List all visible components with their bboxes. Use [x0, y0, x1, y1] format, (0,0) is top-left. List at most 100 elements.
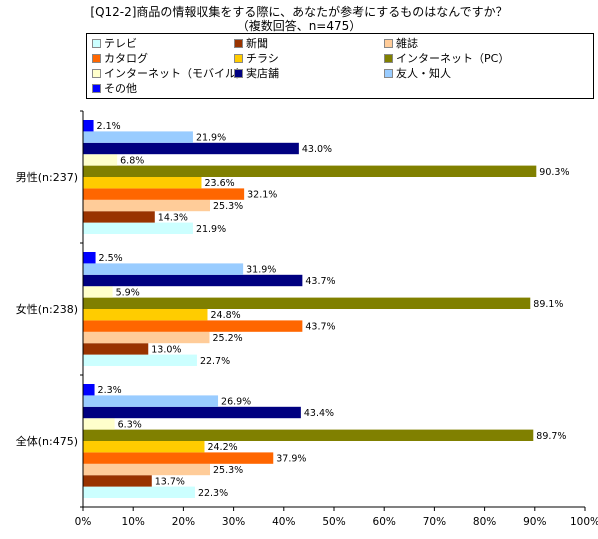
bar	[83, 429, 534, 441]
legend-label: 友人・知人	[396, 67, 451, 80]
bar	[83, 475, 152, 487]
x-tick-label: 70%	[423, 516, 446, 528]
bar	[83, 142, 299, 155]
bar	[83, 131, 193, 143]
chart-title-line: [Q12-2]商品の情報収集をする際に、あなたが参考にするものはなんですか？	[90, 5, 508, 19]
legend-swatch	[384, 39, 393, 48]
legend-label: 実店舗	[246, 67, 279, 80]
value-label: 2.5%	[99, 253, 123, 264]
bar	[83, 263, 244, 275]
bar	[83, 343, 149, 355]
bar	[83, 211, 155, 223]
legend-swatch	[92, 39, 101, 48]
bar	[83, 252, 96, 264]
value-label: 26.9%	[221, 397, 251, 408]
x-tick-label: 90%	[523, 516, 546, 528]
category-label: 女性(n:238)	[16, 302, 78, 316]
x-tick-label: 80%	[473, 516, 496, 528]
bar	[83, 331, 210, 344]
bar	[83, 395, 219, 407]
value-label: 23.6%	[204, 178, 234, 189]
value-label: 6.3%	[118, 419, 142, 430]
bar	[83, 354, 197, 366]
legend-swatch	[234, 69, 243, 78]
bar	[83, 297, 531, 309]
legend-label: インターネット（モバイル）	[104, 67, 247, 80]
legend-label: 雑誌	[396, 37, 418, 50]
bar	[83, 406, 301, 419]
x-tick-label: 0%	[75, 516, 92, 528]
value-label: 21.9%	[196, 133, 226, 144]
bar	[83, 177, 202, 189]
value-label: 2.3%	[98, 385, 122, 396]
value-label: 43.0%	[302, 144, 332, 155]
value-label: 24.2%	[207, 442, 237, 453]
legend-item: 実店舗	[234, 67, 279, 80]
value-label: 37.9%	[276, 454, 306, 465]
legend-swatch	[384, 54, 393, 63]
value-label: 25.3%	[213, 201, 243, 212]
legend-swatch	[234, 54, 243, 63]
legend-label: 新聞	[246, 37, 268, 50]
x-tick-label: 100%	[570, 516, 598, 528]
legend-label: テレビ	[104, 37, 137, 50]
bar	[83, 384, 95, 396]
legend-swatch	[92, 54, 101, 63]
bar	[83, 188, 245, 200]
value-label: 25.3%	[213, 465, 243, 476]
bar	[83, 486, 195, 498]
legend-label: チラシ	[246, 52, 279, 65]
bar	[83, 120, 94, 132]
value-label: 22.3%	[198, 488, 228, 499]
value-label: 14.3%	[158, 212, 188, 223]
bar	[83, 222, 193, 234]
value-label: 43.4%	[304, 408, 334, 419]
bar	[83, 320, 303, 332]
value-label: 89.7%	[536, 431, 566, 442]
value-label: 21.9%	[196, 224, 226, 235]
category-label: 男性(n:237)	[16, 170, 78, 184]
legend-item: インターネット（PC）	[384, 52, 510, 65]
category-label: 全体(n:475)	[16, 434, 78, 448]
value-label: 5.9%	[116, 287, 140, 298]
x-tick-label: 30%	[222, 516, 245, 528]
value-label: 31.9%	[246, 265, 276, 276]
x-tick-label: 20%	[172, 516, 195, 528]
legend-label: インターネット（PC）	[396, 52, 510, 65]
legend-item: テレビ	[92, 37, 137, 50]
bar	[83, 274, 303, 287]
legend-item: 新聞	[234, 37, 268, 50]
x-tick-label: 40%	[272, 516, 295, 528]
value-label: 89.1%	[533, 299, 563, 310]
value-label: 43.7%	[305, 276, 335, 287]
value-label: 13.0%	[151, 344, 181, 355]
legend-swatch	[234, 39, 243, 48]
legend-item: インターネット（モバイル）	[92, 67, 247, 80]
value-label: 25.2%	[213, 333, 243, 344]
bar	[83, 154, 118, 166]
value-label: 24.8%	[210, 310, 240, 321]
bar	[83, 418, 115, 430]
x-tick-label: 10%	[122, 516, 145, 528]
value-label: 13.7%	[155, 476, 185, 487]
bar	[83, 309, 208, 321]
bar	[83, 463, 211, 476]
chart-subtitle: （複数回答、n=475）	[236, 19, 362, 33]
legend-item: その他	[92, 82, 137, 95]
bar	[83, 441, 205, 453]
bar	[83, 199, 211, 212]
value-label: 22.7%	[200, 356, 230, 367]
legend-item: チラシ	[234, 52, 279, 65]
x-tick-label: 60%	[373, 516, 396, 528]
legend-item: 雑誌	[384, 37, 418, 50]
x-tick-label: 50%	[322, 516, 345, 528]
legend-label: その他	[104, 82, 137, 95]
value-label: 2.1%	[97, 121, 121, 132]
legend-label: カタログ	[104, 52, 148, 65]
value-label: 32.1%	[247, 190, 277, 201]
legend-swatch	[92, 69, 101, 78]
legend-item: 友人・知人	[384, 67, 451, 80]
chart-title: [Q12-2]商品の情報収集をする際に、あなたが参考にするものはなんですか？ （…	[0, 5, 598, 33]
bar	[83, 286, 113, 298]
